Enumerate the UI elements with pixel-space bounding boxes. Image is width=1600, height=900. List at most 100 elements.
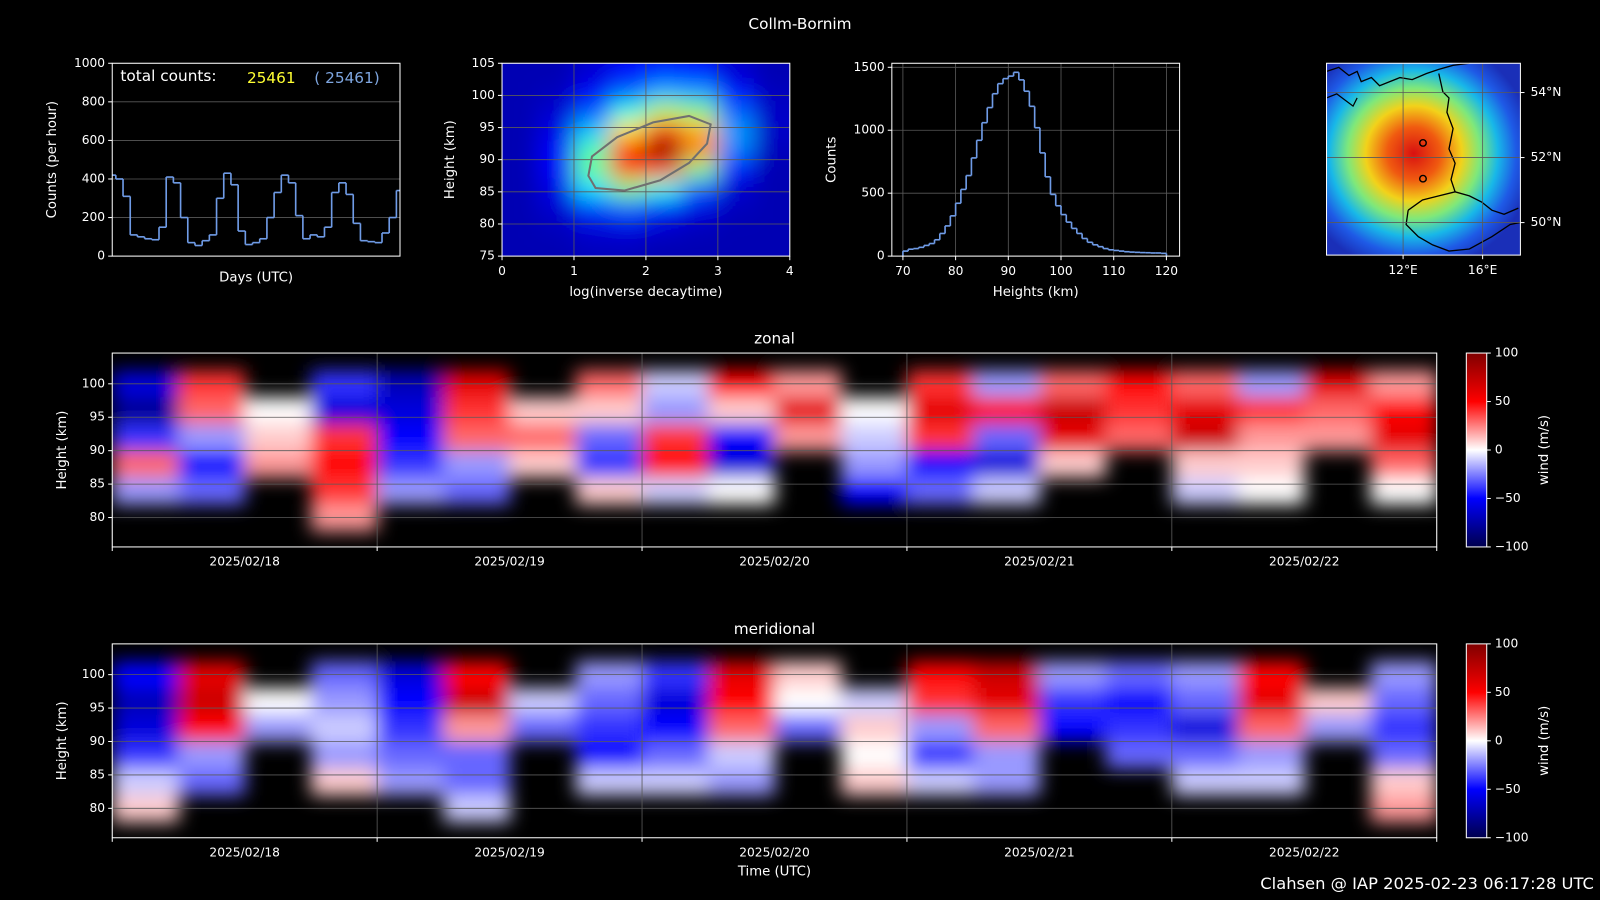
wind-cell	[708, 423, 775, 452]
wind-cell	[906, 768, 974, 796]
wind-cell	[906, 450, 974, 478]
wind-cell	[575, 741, 643, 769]
y-tick-label: 100	[82, 376, 105, 390]
y-axis-label: Counts	[825, 136, 840, 182]
wind-cell	[244, 450, 312, 478]
wind-cell	[310, 714, 378, 742]
wind-cell	[112, 741, 179, 769]
wind-cell	[1370, 714, 1437, 742]
wind-cell	[906, 397, 974, 425]
x-axis-label: Time (UTC)	[737, 864, 811, 879]
heatmap-cell	[717, 63, 755, 84]
wind-cell	[377, 688, 444, 716]
heatmap-cell	[609, 140, 647, 161]
y-tick-label: 0	[97, 249, 105, 263]
wind-cell	[642, 688, 709, 716]
y-axis-label: Height (km)	[55, 701, 70, 780]
x-tick-label: 4	[786, 264, 794, 278]
station-marker	[1418, 174, 1427, 183]
x-axis-label: Days (UTC)	[219, 271, 293, 286]
wind-cell	[642, 714, 709, 742]
wind-cell	[642, 450, 709, 478]
wind-cell	[443, 688, 511, 716]
heatmap-cell	[573, 121, 611, 141]
heatmap-cell	[538, 63, 575, 84]
wind-cell	[443, 768, 511, 796]
colorbar-label: wind (m/s)	[1537, 415, 1552, 485]
histogram-riser	[902, 72, 1168, 257]
heatmap-cell	[609, 101, 647, 122]
y-tick-label: 80	[90, 801, 106, 815]
y-tick-label: 80	[479, 216, 495, 230]
heatmap-cell	[502, 140, 539, 161]
wind-cell	[840, 450, 908, 478]
wind-cell	[509, 423, 577, 452]
heatmap-cell	[573, 217, 611, 238]
y-tick-label: 90	[90, 734, 106, 748]
wind-cell	[774, 714, 842, 742]
wind-cell	[1370, 768, 1437, 796]
wind-cell	[1171, 741, 1239, 769]
wind-cell	[1039, 423, 1107, 452]
y-tick-label: 95	[90, 410, 106, 424]
wind-cell	[112, 477, 179, 505]
heatmap-cell	[645, 236, 683, 257]
wind-cell	[840, 768, 908, 796]
y-tick-label: 105	[472, 56, 495, 70]
y-tick-label: 800	[82, 94, 105, 108]
heatmap-cell	[645, 217, 683, 238]
heatmap-cell	[573, 198, 611, 219]
heatmap-cell	[717, 159, 755, 180]
heatmap-cell	[573, 159, 611, 180]
heatmap-cell	[645, 198, 683, 219]
wind-cell	[1039, 714, 1107, 742]
heatmap-cell	[717, 121, 755, 141]
wind-cell	[774, 397, 842, 425]
heatmap-cell	[538, 82, 575, 103]
x-tick-label: 2025/02/18	[209, 555, 280, 569]
y-tick-label: 400	[82, 171, 105, 185]
wind-cell	[1238, 423, 1305, 452]
wind-cell	[509, 688, 577, 716]
wind-cell	[1171, 397, 1239, 425]
heatmap-cell	[502, 198, 539, 219]
x-tick-label: 2025/02/22	[1269, 555, 1340, 569]
heatmap-cell	[753, 140, 790, 161]
x-tick-label: 2025/02/20	[739, 555, 810, 569]
heatmap-cell	[717, 198, 755, 219]
border	[1405, 210, 1521, 252]
heatmap-cell	[502, 217, 539, 238]
wind-cell	[1171, 477, 1239, 505]
y-axis-label: Counts (per hour)	[45, 101, 60, 218]
panel-title: zonal	[754, 329, 795, 347]
heatmap-cell	[753, 236, 790, 257]
heatmap-cell	[573, 101, 611, 122]
heatmap-cell	[753, 198, 790, 219]
heatmap-cell	[645, 82, 683, 103]
wind-cell	[642, 741, 709, 769]
wind-cell	[575, 397, 643, 425]
border	[1407, 191, 1519, 215]
chart-heatmap: 75 80 85 90 95 100 105 0 1 2 3 4 log(inverse decayti…	[443, 56, 794, 300]
contour	[587, 114, 712, 192]
wind-cell	[1238, 741, 1305, 769]
wind-cell	[906, 477, 974, 505]
colorbar-tick-label: 0	[1495, 733, 1503, 747]
wind-cell	[112, 768, 179, 796]
heatmap-cell	[609, 198, 647, 219]
wind-cell	[575, 423, 643, 452]
heatmap-cell	[645, 101, 683, 122]
wind-cell	[178, 688, 246, 716]
wind-cell	[509, 714, 577, 742]
wind-cell	[708, 714, 775, 742]
y-tick-label: 200	[82, 210, 105, 224]
wind-cell	[708, 741, 775, 769]
y-tick-label: 85	[479, 184, 495, 198]
heatmap-cell	[645, 121, 683, 141]
y-tick-label: 52°N	[1531, 150, 1562, 164]
x-tick-label: 16°E	[1468, 263, 1497, 277]
x-tick-label: 70	[895, 264, 911, 278]
chart-wind: 80 85 90 95 100 2025/02/18 2025/02/19 2025/02/2…	[55, 329, 1552, 568]
wind-cell	[642, 477, 709, 505]
